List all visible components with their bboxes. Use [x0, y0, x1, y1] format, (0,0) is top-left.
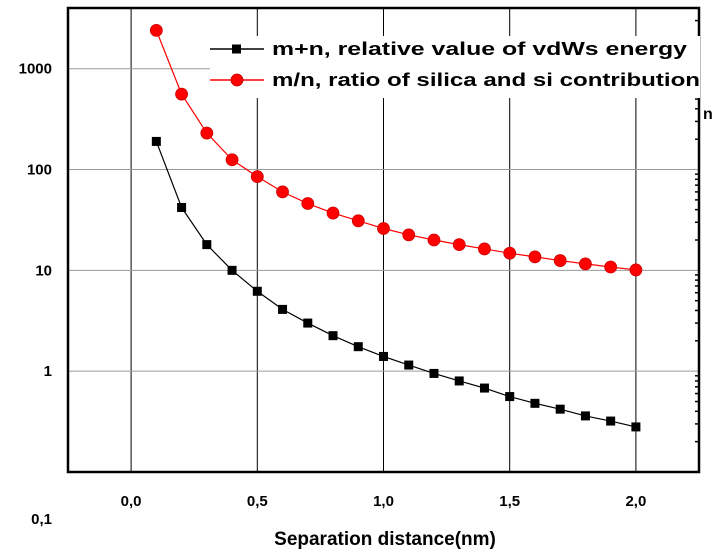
data-point-square — [303, 318, 313, 328]
data-point-circle — [452, 238, 466, 252]
y-tick-label: 1 — [44, 363, 52, 380]
data-point-circle — [427, 233, 441, 247]
data-point-square — [530, 398, 540, 408]
legend-label: m+n, relative value of vdWs energy — [272, 39, 687, 59]
data-point-square — [580, 411, 590, 421]
data-point-square — [177, 203, 187, 213]
data-point-circle — [301, 197, 315, 210]
data-point-square — [555, 404, 565, 414]
data-point-circle — [149, 23, 163, 37]
data-point-circle — [402, 228, 416, 242]
data-point-circle — [377, 222, 390, 235]
data-point-square — [328, 331, 338, 341]
data-point-circle — [351, 214, 365, 228]
x-tick-label: 1,0 — [373, 493, 394, 510]
legend-marker-square — [232, 44, 241, 54]
data-point-circle — [276, 185, 289, 199]
data-point-circle — [175, 87, 188, 101]
data-point-circle — [250, 170, 264, 184]
legend-item: m+n, relative value of vdWs energy — [210, 39, 687, 59]
data-point-square — [278, 304, 288, 314]
data-point-square — [606, 416, 616, 426]
legend-label: m/n, ratio of silica and si contribution — [272, 70, 700, 90]
x-tick-label: 0,5 — [247, 493, 268, 510]
data-point-square — [479, 383, 489, 393]
x-tick-labels: 0,0 0,5 1,0 1,5 2,0 — [121, 493, 647, 510]
legend-item: m/n, ratio of silica and si contribution — [210, 70, 700, 90]
series-vdws-energy — [151, 136, 641, 432]
data-point-square — [353, 342, 363, 352]
data-point-circle — [200, 126, 214, 140]
legend-marker-circle — [230, 73, 244, 87]
x-tick-label: 0,0 — [121, 493, 142, 510]
data-point-square — [505, 392, 515, 402]
data-point-circle — [629, 263, 643, 277]
data-point-circle — [326, 206, 340, 220]
series-layer — [149, 23, 643, 432]
data-point-circle — [553, 254, 567, 267]
y-tick-label: 0,1 — [31, 511, 52, 528]
data-point-square — [631, 422, 641, 432]
data-point-circle — [478, 242, 491, 256]
data-point-circle — [604, 260, 618, 274]
y-tick-label: 100 — [27, 162, 52, 179]
series-line — [155, 141, 637, 428]
series-silica-si-ratio — [149, 23, 643, 277]
data-point-circle — [225, 153, 239, 167]
legend: m+n, relative value of vdWs energy m/n, r… — [210, 36, 700, 98]
data-point-circle — [579, 257, 592, 271]
data-point-circle — [528, 250, 542, 264]
data-point-square — [429, 368, 439, 378]
y-tick-label: 10 — [35, 262, 52, 279]
data-point-square — [227, 265, 237, 275]
x-axis-label: Separation distance(nm) — [274, 529, 496, 550]
data-point-square — [151, 136, 161, 146]
right-axis-label: n — [703, 106, 713, 123]
y-tick-labels: 0,1 1 10 100 1000 — [19, 61, 52, 528]
data-point-circle — [503, 246, 517, 260]
x-tick-label: 1,5 — [499, 493, 520, 510]
data-point-square — [379, 351, 388, 361]
data-point-square — [252, 286, 262, 296]
y-tick-label: 1000 — [19, 61, 52, 78]
legend-background — [210, 36, 700, 98]
x-tick-label: 2,0 — [625, 493, 646, 510]
data-point-square — [202, 240, 212, 250]
data-point-square — [454, 376, 464, 386]
data-point-square — [404, 360, 414, 370]
